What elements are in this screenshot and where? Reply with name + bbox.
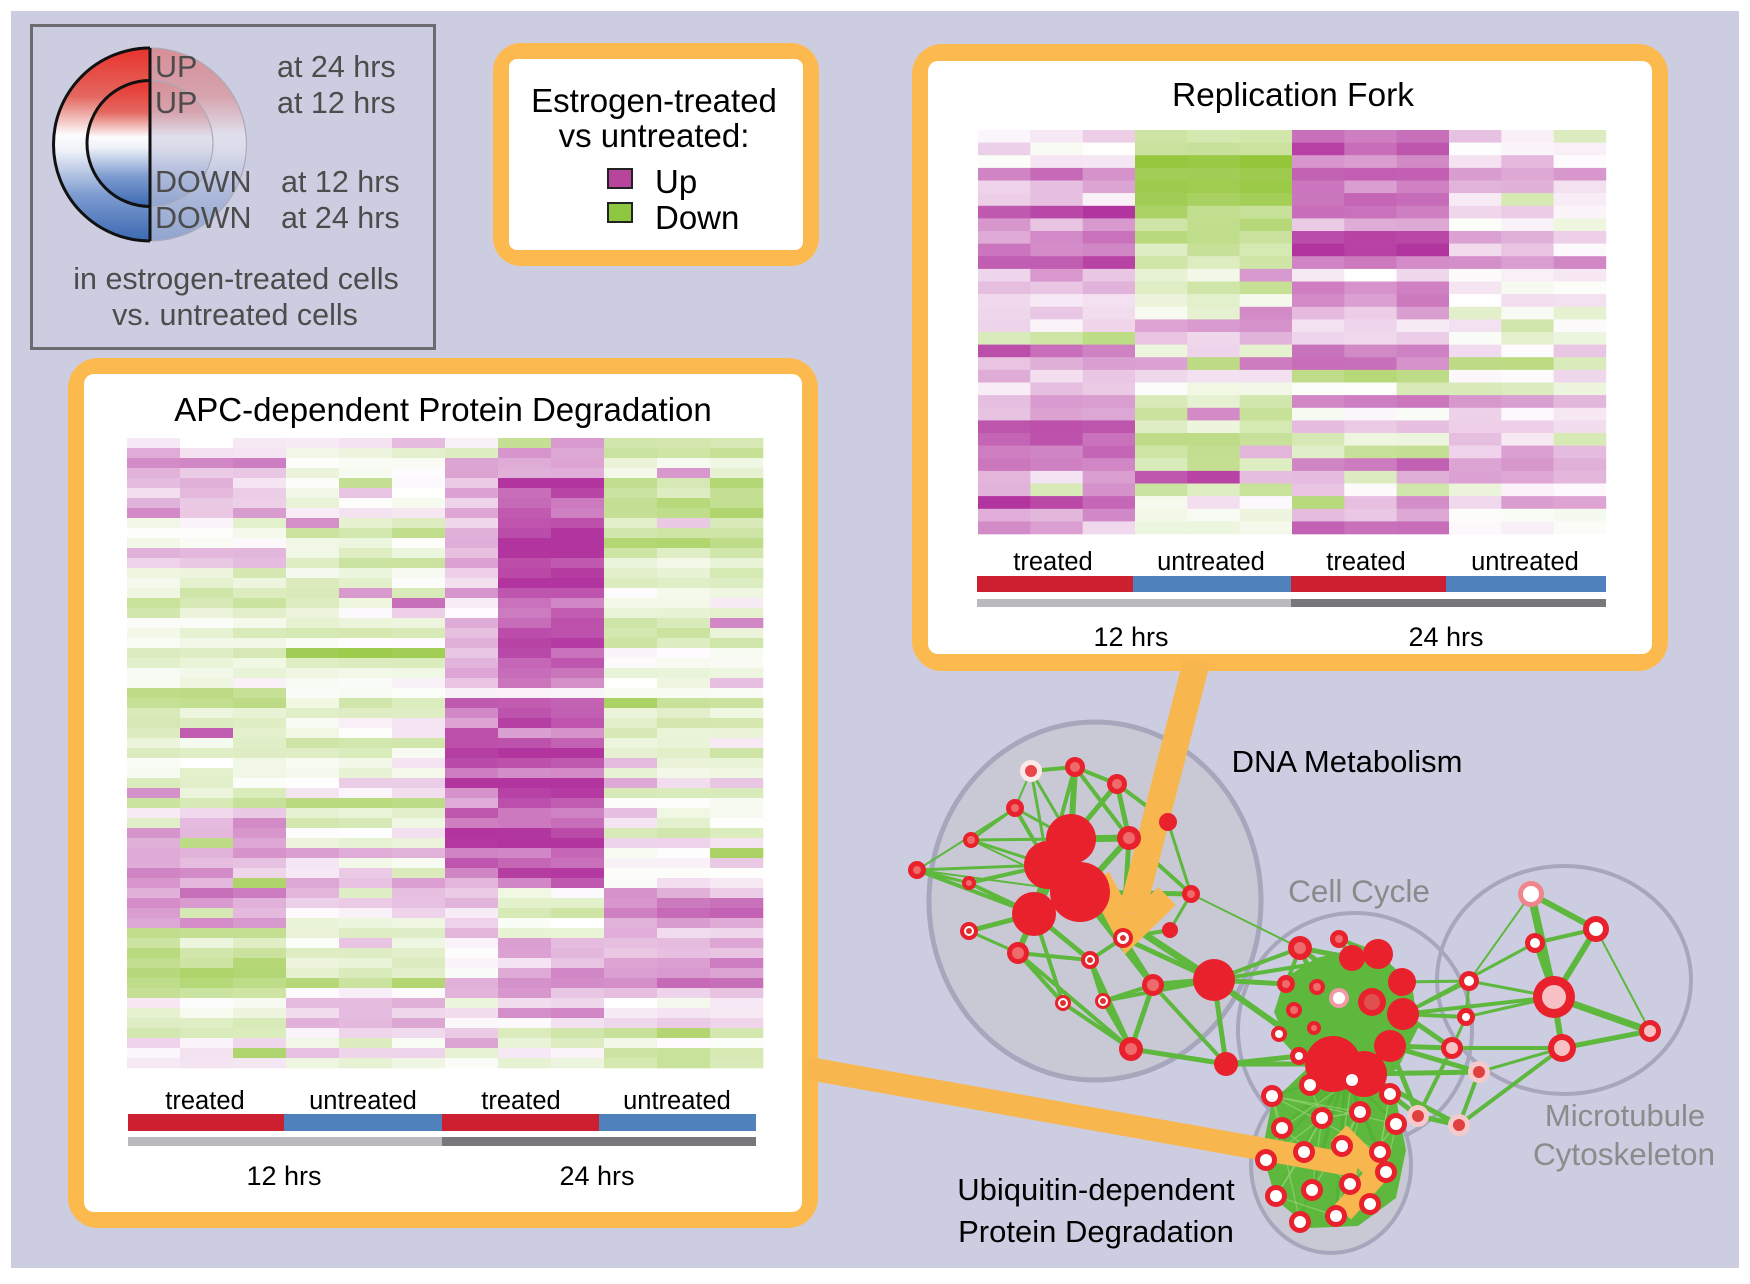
svg-text:DOWN: DOWN: [155, 201, 252, 235]
svg-text:vs untreated:: vs untreated:: [559, 117, 750, 154]
svg-text:Replication Fork: Replication Fork: [1172, 77, 1414, 114]
svg-text:untreated: untreated: [1471, 548, 1579, 576]
svg-text:Up: Up: [655, 163, 697, 200]
svg-text:treated: treated: [1326, 548, 1405, 576]
svg-text:at 24 hrs: at 24 hrs: [281, 201, 400, 235]
svg-text:24 hrs: 24 hrs: [1408, 622, 1483, 652]
svg-text:treated: treated: [165, 1087, 244, 1115]
svg-text:at 24 hrs: at 24 hrs: [277, 50, 396, 84]
svg-text:Cytoskeleton: Cytoskeleton: [1533, 1136, 1715, 1172]
svg-text:Cell Cycle: Cell Cycle: [1288, 873, 1430, 909]
svg-text:treated: treated: [481, 1087, 560, 1115]
svg-text:DNA Metabolism: DNA Metabolism: [1232, 744, 1463, 779]
svg-text:untreated: untreated: [309, 1087, 417, 1115]
svg-text:treated: treated: [1013, 548, 1092, 576]
svg-text:Down: Down: [655, 199, 739, 236]
svg-text:UP: UP: [155, 86, 197, 120]
svg-text:Microtubule: Microtubule: [1545, 1098, 1705, 1133]
svg-text:in estrogen-treated cells: in estrogen-treated cells: [73, 262, 399, 296]
svg-text:APC-dependent Protein Degradat: APC-dependent Protein Degradation: [174, 391, 712, 428]
svg-text:untreated: untreated: [623, 1087, 731, 1115]
svg-text:12 hrs: 12 hrs: [1093, 622, 1168, 652]
svg-text:Ubiquitin-dependent: Ubiquitin-dependent: [957, 1172, 1235, 1207]
svg-text:UP: UP: [155, 50, 197, 84]
svg-text:untreated: untreated: [1157, 548, 1265, 576]
svg-text:DOWN: DOWN: [155, 165, 252, 199]
svg-text:24 hrs: 24 hrs: [559, 1161, 634, 1191]
svg-text:Protein Degradation: Protein Degradation: [958, 1214, 1234, 1249]
svg-text:vs. untreated cells: vs. untreated cells: [112, 298, 358, 332]
svg-text:at 12 hrs: at 12 hrs: [281, 165, 400, 199]
svg-text:at 12 hrs: at 12 hrs: [277, 86, 396, 120]
svg-text:12 hrs: 12 hrs: [246, 1161, 321, 1191]
svg-text:Estrogen-treated: Estrogen-treated: [531, 82, 777, 119]
